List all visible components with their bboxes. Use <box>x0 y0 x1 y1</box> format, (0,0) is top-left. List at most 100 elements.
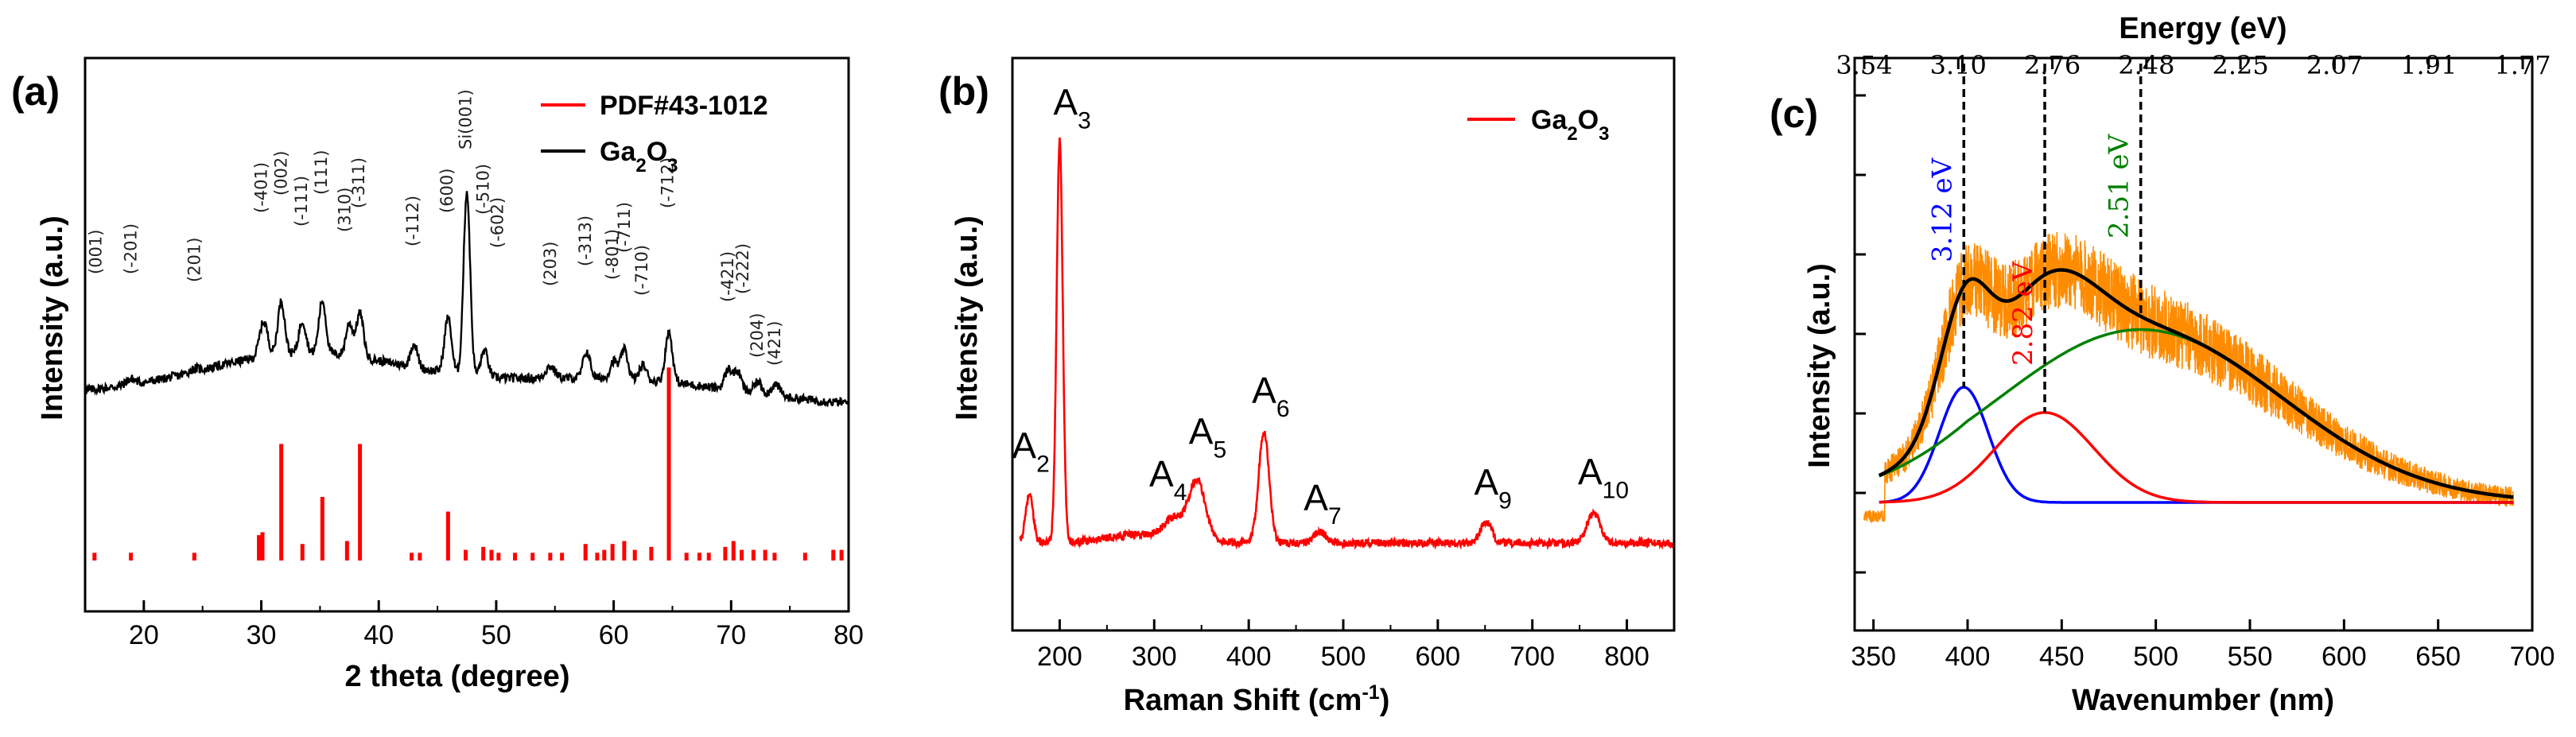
panel-a-xlabel: 2 theta (degree) <box>345 660 570 693</box>
panel-a-xrd-line <box>84 191 850 408</box>
peak-label: (-112) <box>403 196 422 246</box>
panel-c-top-xlabel: Energy (eV) <box>2119 12 2287 45</box>
panel-b-raman-line <box>1019 137 1676 551</box>
peak-label: (001) <box>86 230 105 274</box>
raman-peak-label: A6 <box>1252 370 1289 422</box>
panel-b-frame <box>1011 56 1676 632</box>
top-tick-label: 2.76 <box>2024 50 2081 80</box>
panel-c-frame <box>1853 56 2534 632</box>
xtick-label: 350 <box>1851 642 1896 672</box>
xtick-label: 550 <box>2228 642 2273 672</box>
peak-label: (201) <box>185 238 204 282</box>
panel-c: (c) Intensity (a.u.) Wavenumber (nm) Ene… <box>1770 12 2555 717</box>
xtick-label: 400 <box>1945 642 1991 672</box>
xtick-label: 200 <box>1037 642 1082 672</box>
panel-c-xlabel: Wavenumber (nm) <box>2072 684 2334 717</box>
raman-peak-label: A4 <box>1149 453 1187 506</box>
peak-label: (310) <box>335 188 354 232</box>
panel-b-ylabel: Intensity (a.u.) <box>950 215 984 421</box>
energy-annotation: 3.12 eV <box>1926 157 1958 262</box>
xtick-label: 40 <box>363 620 394 650</box>
panel-c-guide-lines <box>1962 64 2143 413</box>
legend-pdf-label: PDF#43-1012 <box>600 91 768 121</box>
panel-c-annotations: 3.12 eV 2.82 eV 2.51 eV <box>1926 133 2135 366</box>
panel-b-label: (b) <box>938 69 989 114</box>
raman-peak-label: A10 <box>1578 451 1629 503</box>
peak-label: (111) <box>312 150 331 195</box>
peak-label: (600) <box>437 169 457 213</box>
energy-annotation: 2.82 eV <box>2007 260 2039 366</box>
peak-label: (204) <box>748 313 767 358</box>
raman-peak-label: A5 <box>1189 410 1226 463</box>
legend-raman-label: Ga2O3 <box>1531 105 1610 145</box>
xtick-label: 30 <box>247 620 277 650</box>
xtick-label: 400 <box>1226 642 1272 672</box>
panel-b-xticks: 200 300 400 500 600 700 800 <box>1012 619 1675 672</box>
panel-a-label: (a) <box>11 69 60 114</box>
peak-label: (-421) <box>718 251 737 302</box>
xtick-label: 20 <box>129 620 159 650</box>
xtick-label: 500 <box>1321 642 1366 672</box>
top-tick-label: 2.07 <box>2306 50 2363 80</box>
top-tick-label: 3.10 <box>1930 50 1987 80</box>
xtick-label: 50 <box>481 620 511 650</box>
panel-b: (b) Intensity (a.u.) Raman Shift (cm-1) … <box>938 56 1676 717</box>
xtick-label: 650 <box>2415 642 2461 672</box>
top-tick-label: 3.54 <box>1836 50 1892 80</box>
panel-c-ylabel: Intensity (a.u.) <box>1803 263 1836 468</box>
top-tick-label: 2.48 <box>2118 50 2174 80</box>
peak-label: (421) <box>765 321 784 366</box>
peak-label: (-401) <box>252 162 271 213</box>
peak-label: (-311) <box>349 157 368 208</box>
peak-label: (-222) <box>733 243 752 294</box>
peak-label: Si(001) <box>457 89 476 149</box>
xtick-label: 800 <box>1604 642 1649 672</box>
xtick-label: 70 <box>716 620 746 650</box>
xtick-label: 300 <box>1132 642 1177 672</box>
panel-a-reference-bars <box>92 367 844 561</box>
panel-c-xticks: 350 400 450 500 550 600 650 700 <box>1851 619 2555 672</box>
peak-label: (-313) <box>576 215 595 266</box>
raman-peak-label: A9 <box>1474 462 1511 514</box>
panel-a-xticks: 20 30 40 50 60 70 80 <box>84 600 864 650</box>
panel-a: (a) Intensity (a.u.) 2 theta (degree) 20… <box>11 56 864 693</box>
xtick-label: 700 <box>1509 642 1555 672</box>
xtick-label: 600 <box>1415 642 1460 672</box>
peak-label: (-711) <box>615 202 634 253</box>
panel-a-ylabel: Intensity (a.u.) <box>36 215 69 421</box>
energy-annotation: 2.51 eV <box>2104 133 2135 239</box>
xtick-label: 60 <box>599 620 629 650</box>
top-tick-label: 1.91 <box>2400 50 2457 80</box>
panel-c-fit-282-line <box>1879 411 2514 504</box>
xtick-label: 600 <box>2322 642 2367 672</box>
panel-c-label: (c) <box>1770 91 1818 136</box>
xtick-label: 450 <box>2039 642 2085 672</box>
peak-label: (-801) <box>603 229 622 280</box>
xtick-label: 700 <box>2510 642 2555 672</box>
panel-c-top-ticks: 3.54 3.10 2.76 2.48 2.25 2.07 1.91 1.77 <box>1836 50 2551 80</box>
raman-peak-label: A2 <box>1012 425 1049 478</box>
xtick-label: 500 <box>2133 642 2178 672</box>
panel-b-xlabel: Raman Shift (cm-1) <box>1124 681 1390 717</box>
panel-c-yticks <box>1855 94 1866 574</box>
panel-a-legend: PDF#43-1012 Ga2O3 <box>541 91 768 176</box>
panel-a-peak-labels: (001) (-201) (201) (-401) (002)(-111)(111)(3… <box>86 89 784 366</box>
peak-label: (-712) <box>659 157 678 208</box>
peak-label: (-111) <box>292 176 311 227</box>
panel-a-frame <box>84 56 850 613</box>
peak-label: (002) <box>272 151 291 196</box>
peak-label: (203) <box>541 242 560 286</box>
top-tick-label: 2.25 <box>2213 50 2269 80</box>
peak-label: (-710) <box>632 245 651 296</box>
raman-peak-label: A3 <box>1053 82 1090 134</box>
top-tick-label: 1.77 <box>2494 50 2551 80</box>
peak-label: (-201) <box>122 223 141 274</box>
panel-c-total-fit-line <box>1878 268 2514 499</box>
peak-label: (-602) <box>488 197 507 248</box>
peak-label: (-510) <box>474 164 493 215</box>
raman-peak-label: A7 <box>1304 477 1341 529</box>
panel-b-legend: Ga2O3 <box>1467 105 1610 145</box>
xtick-label: 80 <box>833 620 864 650</box>
